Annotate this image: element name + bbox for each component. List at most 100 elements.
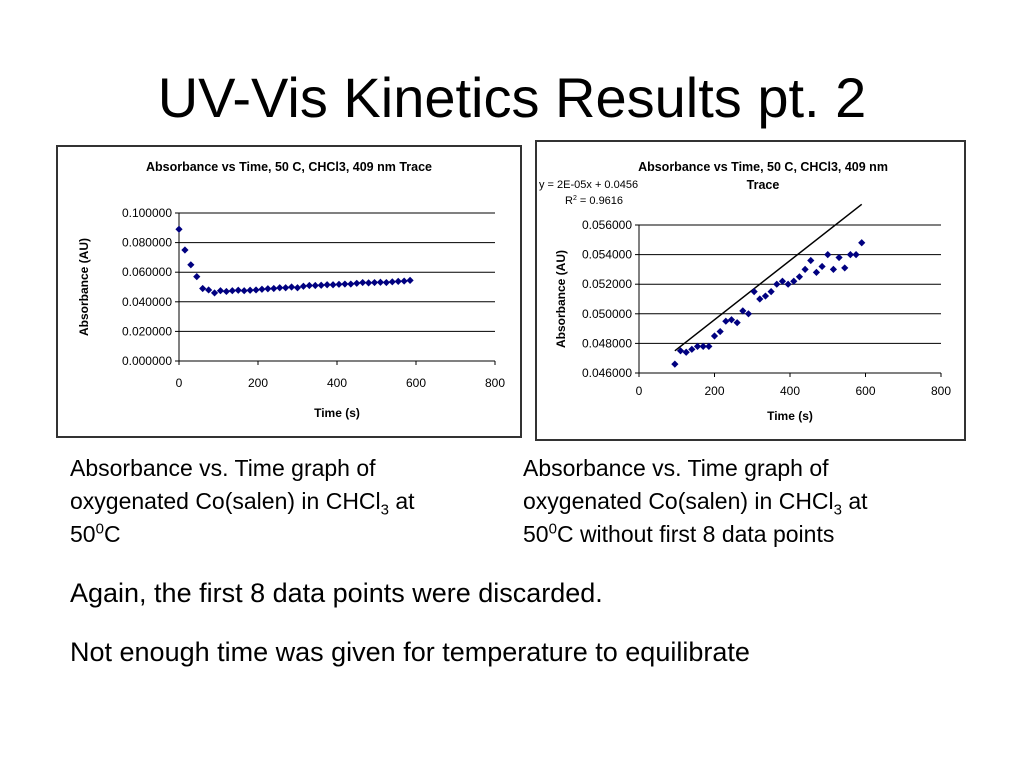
chart-2-x-tick-label: 600 (855, 384, 875, 398)
body-text-equilibrate: Not enough time was given for temperatur… (70, 637, 750, 667)
chart-1-data-point (264, 285, 272, 293)
chart-1-data-point (175, 225, 183, 233)
chart-2-data-point (852, 251, 860, 259)
caption-right-line1: Absorbance vs. Time graph of (523, 455, 829, 481)
chart-1-data-point (210, 289, 219, 297)
caption-right-subscript: 3 (833, 501, 842, 519)
chart-2-data-point (824, 251, 832, 259)
chart-2-data-point (829, 265, 838, 273)
caption-right-line3: 50 (523, 521, 549, 547)
chart-2-y-tick-label: 0.056000 (582, 218, 632, 232)
chart-1-data-point (323, 281, 331, 289)
chart-2-data-point (795, 273, 804, 281)
chart-1-data-point (382, 278, 390, 287)
chart-1-y-tick-label: 0.000000 (122, 354, 172, 368)
chart-1-title: Absorbance vs Time, 50 C, CHCl3, 409 nm … (146, 160, 432, 174)
chart-1-data-point (293, 284, 302, 292)
chart-1-data-point (347, 280, 355, 288)
chart-1-data-point (365, 279, 373, 287)
chart-2-data-point (756, 295, 764, 303)
chart-1-data-point (406, 276, 414, 284)
caption-left-subscript: 3 (380, 501, 389, 519)
chart-2-x-tick-label: 400 (780, 384, 800, 398)
chart-1-x-tick-label: 0 (176, 376, 183, 390)
chart-2-svg: Absorbance vs Time, 50 C, CHCl3, 409 nm T… (539, 160, 951, 423)
chart-2-data-point (818, 262, 826, 271)
caption-left-line3-end: C (103, 521, 121, 547)
chart-2-title-line2: Trace (747, 178, 780, 192)
chart-2-data-point (716, 327, 724, 336)
caption-right-line2-end: at (842, 488, 868, 514)
chart-1-data-point (216, 287, 225, 295)
chart-1-data-point (370, 278, 379, 287)
chart-2-data-point (682, 348, 690, 356)
chart-absorbance-full: Absorbance vs Time, 50 C, CHCl3, 409 nm … (56, 145, 522, 438)
caption-left-line1: Absorbance vs. Time graph of (70, 455, 376, 481)
chart-2-data-point (722, 317, 730, 325)
chart-1-data-point (400, 277, 408, 285)
chart-2-y-tick-label: 0.046000 (582, 366, 632, 380)
chart-2-x-axis-label: Time (s) (767, 409, 813, 423)
chart-2-data-point (858, 239, 866, 247)
chart-1-data-point (199, 284, 207, 293)
chart-2-trendline (674, 203, 863, 352)
caption-left-line2: oxygenated Co(salen) in CHCl (70, 488, 381, 514)
chart-1-data-point (353, 279, 361, 287)
chart-1-data-point (181, 246, 189, 254)
chart-1-x-tick-label: 400 (327, 376, 347, 390)
chart-2-trendline-equation: y = 2E-05x + 0.0456 (539, 179, 638, 191)
chart-1-data-point (193, 273, 201, 281)
caption-right-superscript: 0 (548, 520, 557, 538)
chart-1-data-point (341, 280, 349, 288)
chart-2-title-line1: Absorbance vs Time, 50 C, CHCl3, 409 nm (638, 160, 888, 174)
chart-2-data-point (801, 265, 809, 273)
chart-2-y-tick-label: 0.050000 (582, 307, 632, 321)
chart-2-x-tick-label: 0 (636, 384, 643, 398)
chart-2-x-tick-label: 800 (931, 384, 951, 398)
chart-2-y-tick-label: 0.048000 (582, 336, 632, 350)
chart-2-data-point (807, 256, 815, 265)
chart-1-data-point (246, 286, 254, 294)
chart-1-data-point (359, 278, 367, 287)
chart-1-data-point (317, 281, 325, 289)
chart-1-data-point (258, 285, 266, 293)
caption-left-superscript: 0 (95, 520, 104, 538)
chart-2-x-tick-label: 200 (704, 384, 724, 398)
chart-1-data-point (222, 287, 230, 296)
caption-right-line3-end: C without first 8 data points (556, 521, 835, 547)
chart-1-x-tick-label: 800 (485, 376, 505, 390)
chart-2-y-tick-label: 0.052000 (582, 277, 632, 291)
chart-1-y-axis-label: Absorbance (AU) (77, 238, 91, 336)
chart-2-trendline-r2: R2 = 0.9616 (565, 195, 623, 207)
chart-2-data-point (750, 288, 758, 296)
chart-1-y-tick-label: 0.040000 (122, 295, 172, 309)
chart-1-y-tick-label: 0.020000 (122, 324, 172, 338)
caption-right: Absorbance vs. Time graph of oxygenated … (523, 452, 973, 551)
chart-1-data-point (205, 286, 213, 294)
chart-2-data-point (790, 277, 798, 285)
chart-1-x-tick-label: 200 (248, 376, 268, 390)
chart-2-y-axis-label: Absorbance (AU) (554, 250, 568, 348)
caption-left-line2-end: at (389, 488, 415, 514)
chart-2-data-point (841, 264, 849, 272)
chart-2-data-point (812, 268, 821, 276)
chart-1-data-point (311, 281, 319, 290)
chart-1-data-point (394, 277, 402, 285)
chart-1-y-tick-label: 0.060000 (122, 265, 172, 279)
chart-2-data-point (835, 253, 843, 262)
caption-left-line3: 50 (70, 521, 96, 547)
caption-right-line2: oxygenated Co(salen) in CHCl (523, 488, 834, 514)
caption-left: Absorbance vs. Time graph of oxygenated … (70, 452, 510, 551)
slide-title: UV-Vis Kinetics Results pt. 2 (157, 66, 867, 129)
chart-1-data-point (329, 281, 337, 289)
chart-1-x-axis-label: Time (s) (314, 406, 360, 420)
chart-2-y-tick-label: 0.054000 (582, 248, 632, 262)
chart-2-data-point (767, 288, 775, 296)
chart-1-data-point (335, 280, 343, 288)
chart-1-data-point (287, 283, 296, 291)
chart-1-data-point (234, 286, 242, 294)
chart-1-x-tick-label: 600 (406, 376, 426, 390)
chart-1-data-point (282, 284, 290, 292)
chart-2-data-point (671, 360, 679, 368)
chart-1-data-point (376, 278, 385, 286)
